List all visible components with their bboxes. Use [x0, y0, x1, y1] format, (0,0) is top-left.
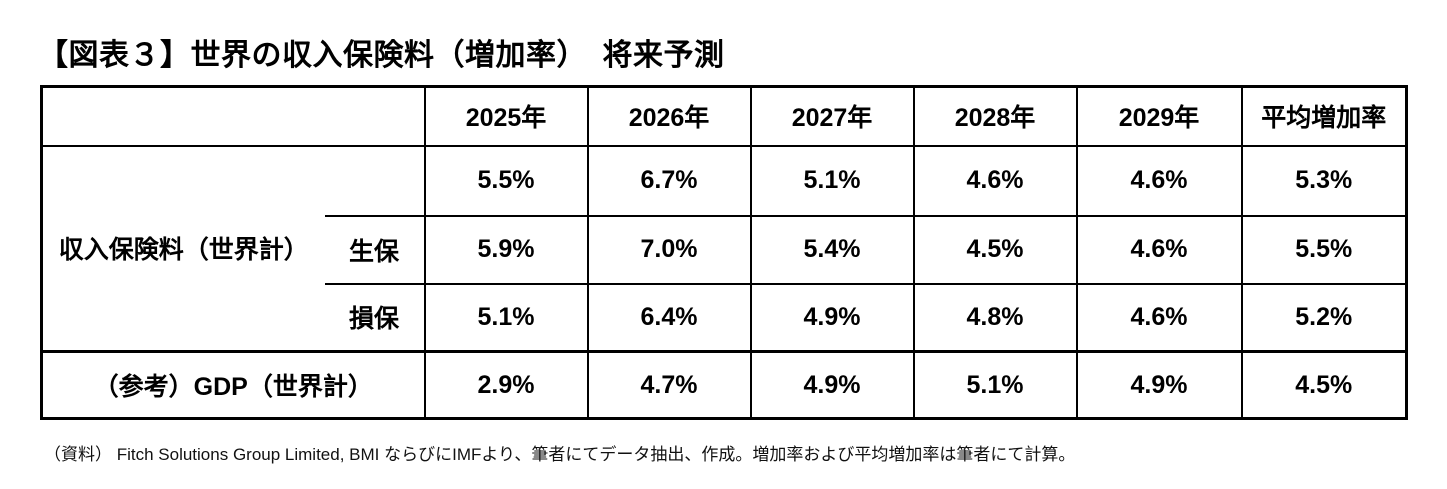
value-cell: 4.9%: [749, 282, 915, 353]
sub-label-empty-cell: [324, 144, 426, 217]
value-cell: 4.6%: [1075, 282, 1243, 353]
value-cell: 4.6%: [1075, 214, 1243, 285]
average-value-cell: 5.5%: [1240, 214, 1408, 285]
value-cell: 4.9%: [749, 350, 915, 420]
col-header-2026: 2026年: [586, 85, 752, 147]
value-cell: 4.6%: [1075, 144, 1243, 217]
table-row-life: 生保 5.9% 7.0% 5.4% 4.5% 4.6% 5.5%: [42, 214, 1408, 285]
value-cell: 4.9%: [1075, 350, 1243, 420]
col-header-average: 平均増加率: [1240, 85, 1408, 147]
value-cell: 6.4%: [586, 282, 752, 353]
value-cell: 5.9%: [423, 214, 589, 285]
row-label-life: 生保: [323, 214, 426, 285]
value-cell: 6.7%: [586, 144, 752, 217]
value-cell: 5.1%: [912, 350, 1078, 420]
table-row-gdp: （参考）GDP（世界計） 2.9% 4.7% 4.9% 5.1% 4.9% 4.…: [40, 350, 1408, 420]
col-header-2025: 2025年: [423, 85, 589, 147]
value-cell: 7.0%: [586, 214, 752, 285]
table-row-nonlife: 損保 5.1% 6.4% 4.9% 4.8% 4.6% 5.2%: [42, 282, 1408, 353]
value-cell: 5.4%: [749, 214, 915, 285]
value-cell: 5.1%: [749, 144, 915, 217]
value-cell: 4.7%: [586, 350, 752, 420]
value-cell: 4.8%: [912, 282, 1078, 353]
average-value-cell: 4.5%: [1240, 350, 1408, 420]
group-label-cell: 収入保険料（世界計）: [40, 144, 325, 353]
value-cell: 4.5%: [912, 214, 1078, 285]
value-cell: 2.9%: [423, 350, 589, 420]
value-cell: 5.1%: [423, 282, 589, 353]
average-value-cell: 5.3%: [1240, 144, 1408, 217]
page-title: 【図表３】世界の収入保険料（増加率） 将来予測: [38, 39, 725, 72]
source-footnote: （資料） Fitch Solutions Group Limited, BMI …: [44, 445, 1076, 464]
average-value-cell: 5.2%: [1240, 282, 1408, 353]
col-header-2029: 2029年: [1075, 85, 1243, 147]
col-header-2027: 2027年: [749, 85, 915, 147]
corner-cell: [40, 85, 426, 147]
col-header-2028: 2028年: [912, 85, 1078, 147]
table-row-total: 収入保険料（世界計） 5.5% 6.7% 5.1% 4.6% 4.6% 5.3%: [40, 144, 1408, 353]
value-cell: 4.6%: [912, 144, 1078, 217]
table-header-row: 2025年 2026年 2027年 2028年 2029年 平均増加率: [40, 85, 1408, 147]
value-cell: 5.5%: [423, 144, 589, 217]
gdp-label-cell: （参考）GDP（世界計）: [40, 350, 426, 420]
row-label-nonlife: 損保: [323, 282, 426, 353]
premium-growth-table: 2025年 2026年 2027年 2028年 2029年 平均増加率 収入保険…: [40, 85, 1408, 420]
